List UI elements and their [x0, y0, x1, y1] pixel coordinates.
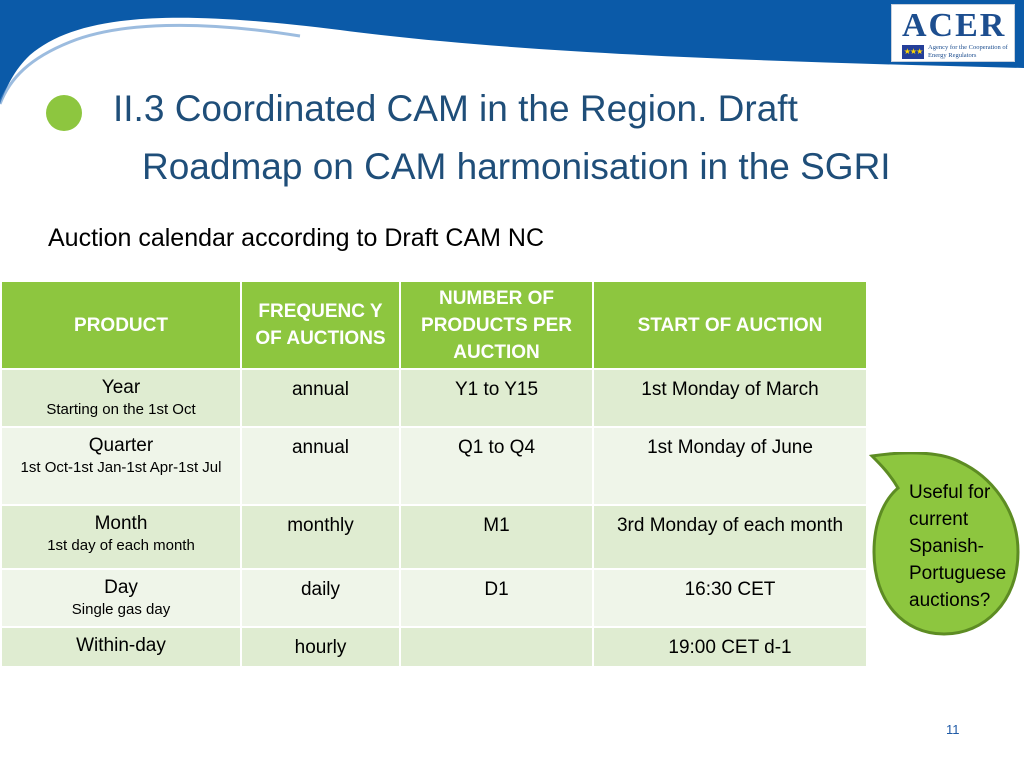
products-cell: Q1 to Q4: [399, 426, 594, 506]
product-cell: Month 1st day of each month: [0, 504, 242, 570]
speech-bubble-callout: [868, 452, 1020, 636]
product-name: Day: [104, 577, 138, 598]
product-name: Within-day: [76, 635, 166, 656]
slide-subtitle: Auction calendar according to Draft CAM …: [48, 224, 545, 252]
start-cell: 16:30 CET: [592, 568, 868, 628]
product-name: Year: [101, 377, 141, 398]
products-cell: [399, 626, 594, 668]
slide-title-line-2: Roadmap on CAM harmonisation in the SGRI: [142, 146, 891, 187]
table-row: Year Starting on the 1st Oct annual Y1 to…: [0, 368, 868, 428]
table-row: Within-day hourly 19:00 CET d-1: [0, 626, 868, 668]
table-row: Day Single gas day daily D1 16:30 CET: [0, 568, 868, 628]
header-number-of-products: NUMBER OF PRODUCTS PER AUCTION: [399, 280, 594, 370]
table-header-row: PRODUCT FREQUENC Y OF AUCTIONS NUMBER OF…: [0, 280, 868, 370]
frequency-cell: annual: [240, 368, 401, 428]
callout-text: Useful for current Spanish-Portuguese au…: [909, 482, 1007, 611]
frequency-cell: monthly: [240, 504, 401, 570]
product-detail: Single gas day: [71, 601, 171, 618]
product-detail: 1st day of each month: [47, 537, 195, 554]
product-cell: Quarter 1st Oct-1st Jan-1st Apr-1st Jul: [0, 426, 242, 506]
product-cell: Year Starting on the 1st Oct: [0, 368, 242, 428]
product-cell: Day Single gas day: [0, 568, 242, 628]
frequency-cell: daily: [240, 568, 401, 628]
product-cell: Within-day: [0, 626, 242, 668]
slide-title-line-1: II.3 Coordinated CAM in the Region. Draf…: [113, 88, 798, 129]
product-name: Month: [94, 513, 148, 534]
table-row: Month 1st day of each month monthly M1 3r…: [0, 504, 868, 570]
product-detail: 1st Oct-1st Jan-1st Apr-1st Jul: [20, 459, 222, 476]
start-cell: 1st Monday of March: [592, 368, 868, 428]
eu-flag-icon: ★★★: [902, 45, 924, 59]
header-frequency: FREQUENC Y OF AUCTIONS: [240, 280, 401, 370]
start-cell: 1st Monday of June: [592, 426, 868, 506]
page-number: 11: [946, 722, 960, 737]
frequency-cell: hourly: [240, 626, 401, 668]
title-bullet-icon: [46, 95, 82, 131]
products-cell: D1: [399, 568, 594, 628]
products-cell: M1: [399, 504, 594, 570]
acer-logo: ACER ★★★ Agency for the Cooperation of E…: [891, 4, 1015, 62]
logo-subtitle: Agency for the Cooperation of Energy Reg…: [928, 44, 1008, 59]
product-name: Quarter: [88, 435, 154, 456]
auction-calendar-table: PRODUCT FREQUENC Y OF AUCTIONS NUMBER OF…: [0, 280, 868, 668]
header-band: [0, 0, 1024, 105]
product-detail: Starting on the 1st Oct: [46, 401, 196, 418]
header-product: PRODUCT: [0, 280, 242, 370]
table-row: Quarter 1st Oct-1st Jan-1st Apr-1st Jul a…: [0, 426, 868, 506]
frequency-cell: annual: [240, 426, 401, 506]
start-cell: 3rd Monday of each month: [592, 504, 868, 570]
start-cell: 19:00 CET d-1: [592, 626, 868, 668]
products-cell: Y1 to Y15: [399, 368, 594, 428]
header-start-of-auction: START OF AUCTION: [592, 280, 868, 370]
logo-wordmark: ACER: [902, 7, 1007, 44]
